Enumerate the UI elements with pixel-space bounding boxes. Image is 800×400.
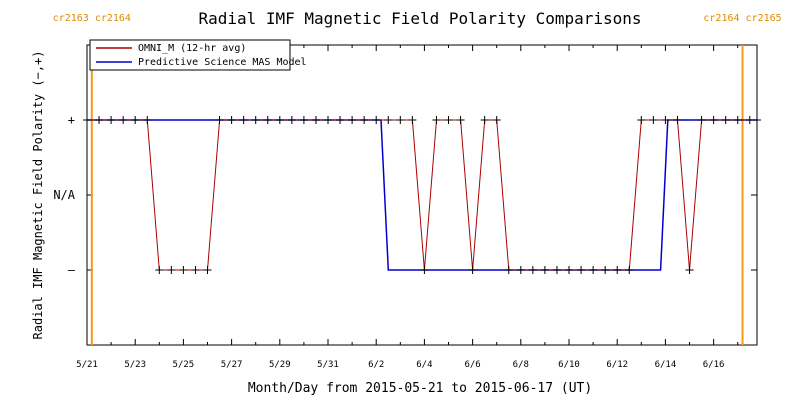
data-point-omni bbox=[753, 116, 761, 124]
x-tick-label: 5/23 bbox=[124, 360, 146, 370]
data-point-omni bbox=[661, 116, 670, 124]
data-point-omni bbox=[287, 116, 296, 124]
data-point-omni bbox=[95, 116, 104, 124]
data-point-omni bbox=[227, 116, 236, 124]
data-point-omni bbox=[299, 116, 308, 124]
y-tick-label: – bbox=[68, 263, 76, 277]
data-point-omni bbox=[432, 116, 441, 124]
plot-frame bbox=[86, 44, 758, 346]
carrington-rotation-markers: cr2163 cr2164 cr2164 cr2165 bbox=[53, 13, 782, 345]
data-point-omni bbox=[480, 116, 489, 124]
legend-label-mas: Predictive Science MAS Model bbox=[138, 57, 307, 68]
data-point-omni bbox=[709, 116, 718, 124]
data-point-omni bbox=[167, 266, 176, 274]
data-point-omni bbox=[745, 116, 754, 124]
data-point-omni bbox=[540, 266, 549, 274]
data-point-omni bbox=[179, 266, 188, 274]
data-point-omni bbox=[107, 116, 116, 124]
x-tick-label: 5/29 bbox=[269, 360, 291, 370]
data-point-omni bbox=[275, 116, 284, 124]
data-point-omni bbox=[215, 116, 224, 124]
data-point-omni bbox=[263, 116, 272, 124]
data-point-omni bbox=[685, 266, 694, 274]
data-point-omni bbox=[444, 116, 453, 124]
data-point-omni bbox=[384, 116, 393, 124]
data-point-omni bbox=[83, 116, 91, 124]
data-point-omni bbox=[251, 116, 260, 124]
data-point-omni bbox=[143, 116, 152, 124]
data-point-omni bbox=[239, 116, 248, 124]
carrington-marker-label: cr2163 cr2164 bbox=[53, 13, 131, 24]
legend: OMNI_M (12-hr avg) Predictive Science MA… bbox=[89, 39, 307, 71]
series-line-omni bbox=[87, 119, 757, 271]
data-point-omni bbox=[516, 266, 525, 274]
x-axis-label: Month/Day from 2015-05-21 to 2015-06-17 … bbox=[248, 381, 592, 396]
data-point-omni bbox=[131, 116, 140, 124]
data-point-omni bbox=[311, 116, 320, 124]
data-point-omni bbox=[625, 266, 634, 274]
x-tick-label: 6/16 bbox=[703, 360, 725, 370]
x-axis-ticks: 5/21 5/23 5/25 5/27 5/29 5/31 6/2 6/4 6/6 6/8 6/10… bbox=[76, 45, 739, 370]
y-tick-label: N/A bbox=[53, 188, 75, 202]
data-point-omni bbox=[697, 116, 706, 124]
y-tick-label: + bbox=[68, 113, 75, 127]
data-point-omni bbox=[637, 116, 646, 124]
series-layer bbox=[83, 116, 761, 274]
data-point-omni bbox=[649, 116, 658, 124]
data-point-omni bbox=[155, 266, 164, 274]
data-point-omni bbox=[504, 266, 513, 274]
data-point-omni bbox=[468, 266, 477, 274]
data-point-omni bbox=[372, 116, 381, 124]
data-point-omni bbox=[456, 116, 465, 124]
x-tick-label: 6/2 bbox=[368, 360, 384, 370]
data-point-omni bbox=[119, 116, 128, 124]
x-tick-label: 6/4 bbox=[416, 360, 432, 370]
data-point-omni bbox=[420, 266, 429, 274]
data-point-omni bbox=[552, 266, 561, 274]
data-point-omni bbox=[203, 266, 212, 274]
data-point-omni bbox=[528, 266, 537, 274]
x-tick-label: 6/6 bbox=[464, 360, 480, 370]
data-point-omni bbox=[336, 116, 345, 124]
data-point-omni bbox=[324, 116, 333, 124]
x-tick-label: 5/27 bbox=[221, 360, 243, 370]
data-point-omni bbox=[492, 116, 501, 124]
chart-title: Radial IMF Magnetic Field Polarity Compa… bbox=[198, 9, 641, 28]
data-point-omni bbox=[565, 266, 574, 274]
data-point-omni bbox=[673, 116, 682, 124]
carrington-marker-label: cr2164 cr2165 bbox=[703, 13, 781, 24]
data-point-omni bbox=[360, 116, 369, 124]
data-point-omni bbox=[348, 116, 357, 124]
data-point-omni bbox=[721, 116, 730, 124]
x-tick-label: 6/12 bbox=[606, 360, 628, 370]
x-tick-label: 6/10 bbox=[558, 360, 580, 370]
legend-box bbox=[89, 39, 291, 71]
legend-label-omni: OMNI_M (12-hr avg) bbox=[138, 43, 246, 54]
y-axis-label: Radial IMF Magnetic Field Polarity (−,+) bbox=[31, 51, 45, 340]
data-point-omni bbox=[613, 266, 622, 274]
x-tick-label: 6/14 bbox=[655, 360, 677, 370]
data-point-omni bbox=[733, 116, 742, 124]
x-tick-label: 6/8 bbox=[513, 360, 529, 370]
x-tick-label: 5/25 bbox=[173, 360, 195, 370]
data-point-omni bbox=[396, 116, 405, 124]
data-point-omni bbox=[191, 266, 200, 274]
y-axis-ticks: + N/A – bbox=[53, 113, 757, 277]
data-point-omni bbox=[408, 116, 417, 124]
data-point-omni bbox=[601, 266, 610, 274]
x-tick-label: 5/31 bbox=[317, 360, 339, 370]
x-tick-label: 5/21 bbox=[76, 360, 98, 370]
series-line-mas bbox=[87, 119, 757, 271]
data-point-omni bbox=[589, 266, 598, 274]
data-point-omni bbox=[577, 266, 586, 274]
